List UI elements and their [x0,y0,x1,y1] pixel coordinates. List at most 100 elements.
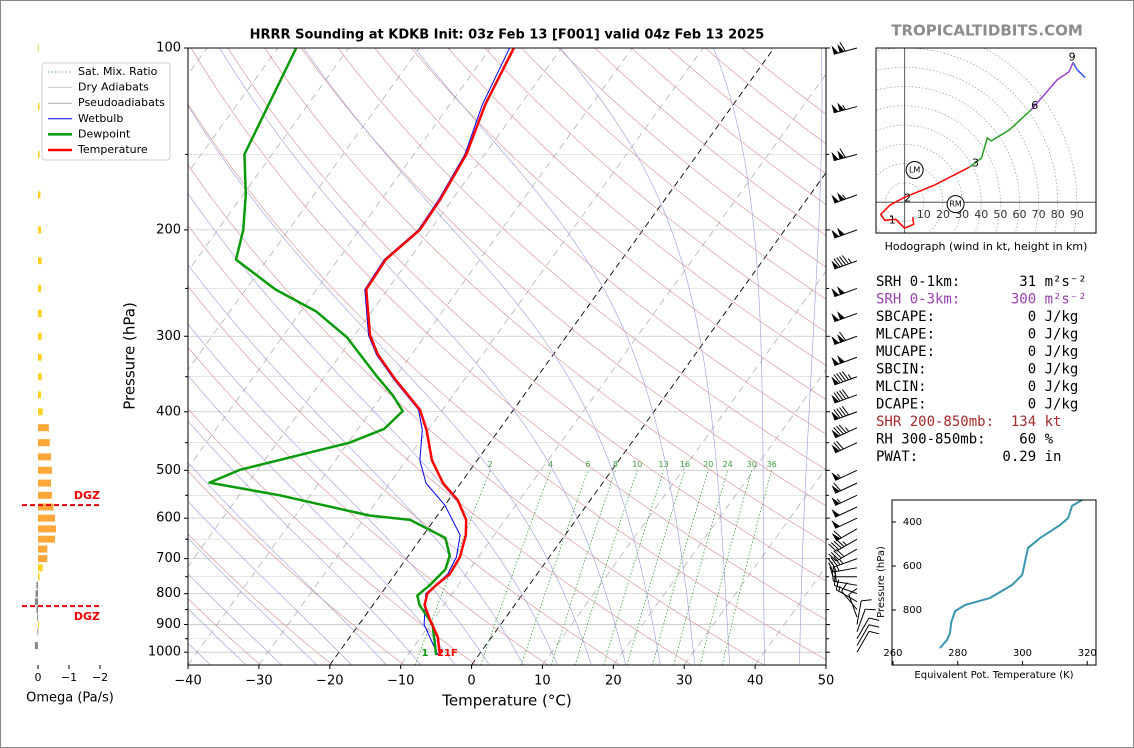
barb-full [833,392,841,402]
storm-motion-label: LM [909,165,920,174]
moist-line [414,48,696,665]
barb-full [833,574,836,586]
y-tick-label: 300 [156,329,181,344]
barb-full [831,561,837,572]
hodograph-ring-label: 10 [917,208,931,221]
profile-line [364,48,515,655]
barb-staff [833,47,858,55]
barb-flag [831,313,840,322]
barb-full [833,442,842,451]
moist-line [188,462,387,665]
omega-bar [38,479,52,487]
mixing_ratio-line [480,470,551,665]
y-tick-label: 1000 [148,645,181,660]
barb-full [836,373,844,383]
barb-staff [833,567,858,573]
dry-line [668,48,826,175]
mixing-ratio-label: 16 [680,460,690,469]
barb-full [841,406,849,416]
barb-flag [831,376,840,385]
y-tick-label: 400 [156,404,181,419]
omega-bar [38,621,39,629]
isotherm [188,48,633,665]
wind-barb [828,538,858,552]
barb-full [836,408,844,418]
dry-line [484,48,826,333]
barb-full [838,424,847,434]
hodograph-frame [875,47,1097,234]
legend-label: Wetbulb [78,112,123,125]
barb-full [868,624,880,628]
moist-line [188,608,247,665]
barb-flag [831,411,840,420]
y-axis-label: Pressure (hPa) [121,302,139,410]
wind-barb [831,148,858,162]
barb-full [833,427,842,436]
omega-bar [38,453,52,461]
barb-full [841,371,849,381]
moist-line [219,48,627,665]
dry-line [188,408,477,665]
legend-label: Dewpoint [78,127,131,140]
dry-line [188,346,549,665]
wind-barb [828,561,858,573]
mixing-ratio-label: 4 [548,460,553,469]
barb-full [836,549,845,557]
stat-row: SRH 0-3km: 300 m²s⁻² [876,292,1087,308]
theta-e-x-tick-label: 280 [948,648,967,659]
storm-motion-marker [946,195,965,214]
omega-bar [38,191,41,199]
barb-full [833,409,841,419]
barb-staff [834,356,858,366]
barb-flag [837,286,845,295]
dry-line [188,533,333,665]
theta-e-x-tick-label: 300 [1013,648,1032,659]
wind-barb [831,371,858,386]
legend: Sat. Mix. Ratio Dry Adiabats Pseudoadiabat… [41,62,171,161]
moist-line [303,48,661,665]
wind-barb [831,482,858,494]
barb-full [834,571,837,582]
barb-full [836,440,844,450]
omega-bar [38,525,56,533]
barb-full [830,552,840,560]
x-tick-label: 30 [676,674,693,689]
wind-barb [828,548,858,562]
omega-bar [37,628,39,636]
dry-line [188,103,826,660]
barb-half [842,541,847,546]
moist-line [560,48,730,665]
barb-flag [831,472,840,481]
dry-line [227,48,826,582]
barb-flag [831,444,840,453]
wind-barb [831,311,858,323]
wind-barb [841,582,858,610]
wind-barb [831,354,858,366]
hodograph-ring-label: 50 [993,208,1007,221]
barb-full [830,557,838,567]
barb-full [839,372,847,382]
hodograph-ring-label: 40 [974,208,988,221]
barb-staff [834,584,858,595]
x-tick-label: −20 [316,674,343,689]
wind-barb [831,440,858,454]
barb-full [868,630,880,635]
x-axis-label: Temperature (°C) [441,692,571,710]
omega-bar [38,353,42,361]
mixing_ratio-line [626,470,686,665]
barb-staff [835,589,858,603]
hodograph-trace [1030,62,1074,111]
stat-row: RH 300-850mb: 60 % [876,432,1054,448]
barb-full [861,599,872,602]
mixing-ratio-label: 20 [703,460,713,469]
barb-flag [831,288,840,297]
barb-full [865,608,876,611]
theta-e-y-label: Pressure (hPa) [876,546,887,618]
isotherm [471,171,826,665]
mixing-ratio-label: 30 [747,460,757,469]
barb-half [847,374,852,380]
mixing_ratio-line [574,470,638,665]
